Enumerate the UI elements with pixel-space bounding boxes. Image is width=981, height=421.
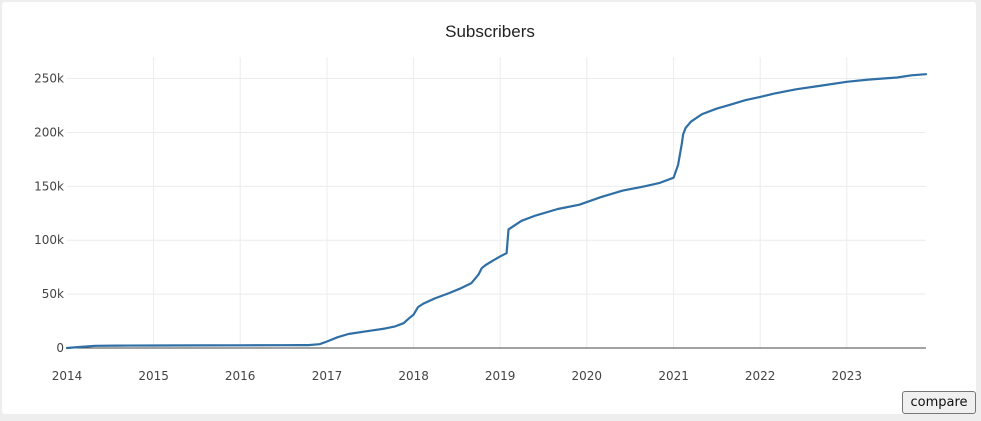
y-tick-label: 0 [56, 341, 64, 355]
y-tick-label: 50k [42, 287, 64, 301]
x-tick-label: 2022 [745, 369, 776, 383]
y-tick-label: 250k [34, 72, 64, 86]
x-tick-label: 2018 [398, 369, 429, 383]
tick-layer: 2014 2015 2016 2017 2018 2019 2020 2021 2022 2023… [34, 72, 862, 383]
y-tick-label: 150k [34, 179, 64, 193]
series-line-0 [65, 73, 928, 350]
y-tick-label: 200k [34, 125, 64, 139]
x-tick-label: 2020 [571, 369, 602, 383]
grid-layer [67, 57, 926, 349]
x-tick-label: 2016 [225, 369, 256, 383]
x-tick-label: 2017 [312, 369, 343, 383]
x-tick-label: 2015 [138, 369, 169, 383]
series-layer [65, 73, 928, 350]
x-tick-label: 2014 [52, 369, 83, 383]
compare-button[interactable]: compare [902, 391, 976, 414]
x-tick-label: 2021 [658, 369, 689, 383]
chart-title: Subscribers [445, 22, 535, 41]
x-tick-label: 2023 [831, 369, 862, 383]
y-tick-label: 100k [34, 233, 64, 247]
x-tick-label: 2019 [485, 369, 516, 383]
